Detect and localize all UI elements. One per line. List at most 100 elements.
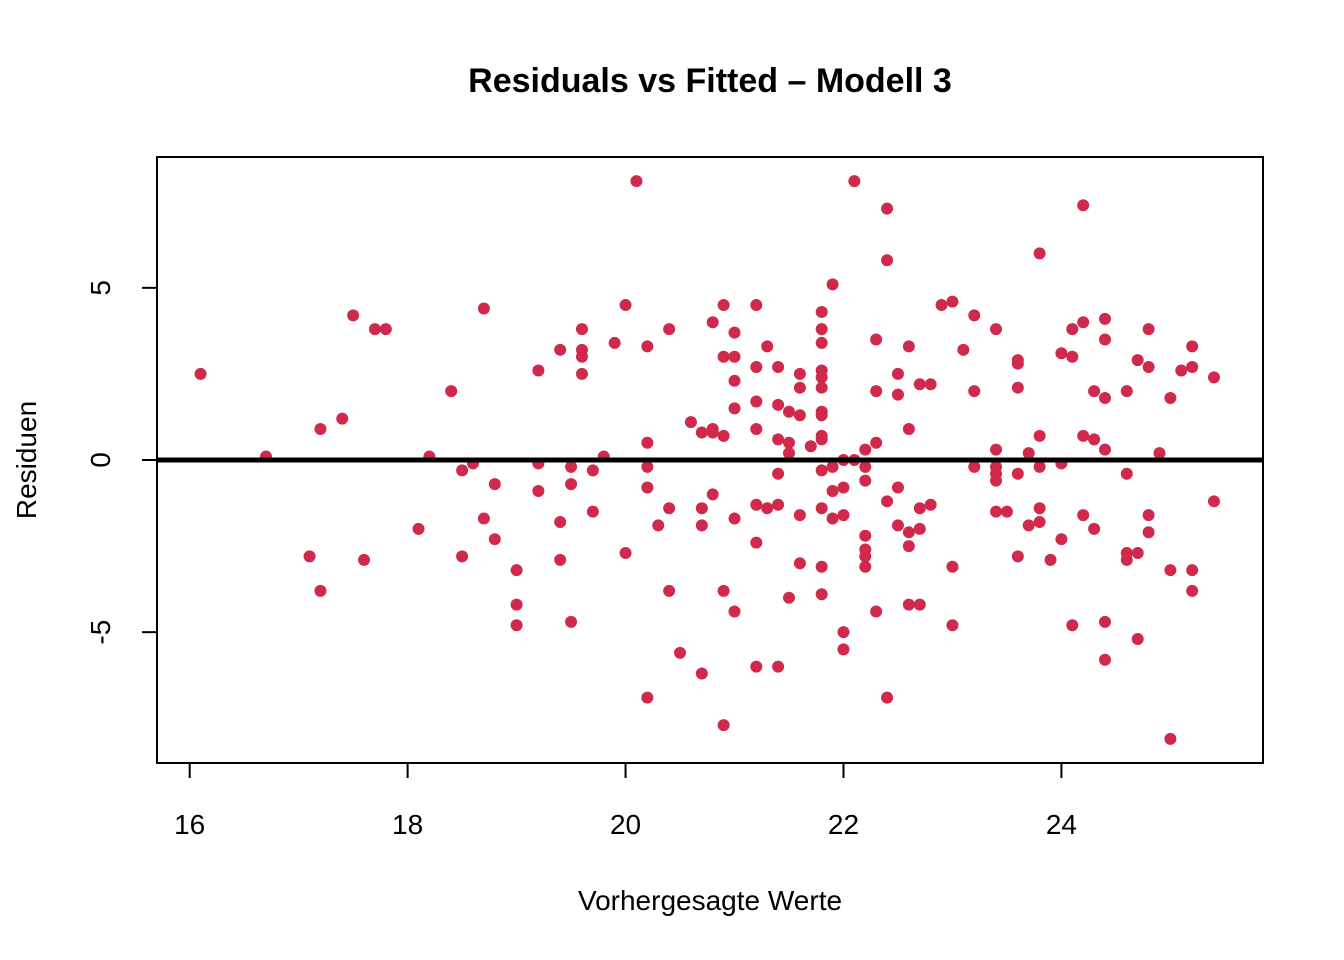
- data-point: [695, 426, 708, 439]
- data-point: [379, 323, 392, 336]
- data-point: [750, 299, 763, 312]
- data-point: [1142, 361, 1155, 374]
- data-point: [881, 691, 894, 704]
- data-point: [368, 323, 381, 336]
- data-point: [750, 536, 763, 549]
- data-point: [477, 302, 490, 315]
- y-tick-label: -5: [85, 620, 116, 645]
- data-point: [870, 333, 883, 346]
- data-point: [891, 388, 904, 401]
- data-point: [881, 202, 894, 215]
- data-point: [946, 295, 959, 308]
- data-point: [761, 340, 774, 353]
- data-point: [1066, 350, 1079, 363]
- data-point: [641, 436, 654, 449]
- data-point: [783, 447, 795, 460]
- data-point: [706, 426, 719, 439]
- data-point: [783, 436, 795, 449]
- data-point: [695, 502, 708, 515]
- data-point: [793, 381, 806, 394]
- data-point: [772, 361, 785, 374]
- data-point: [717, 584, 730, 597]
- data-point: [1066, 323, 1079, 336]
- data-point: [761, 502, 774, 515]
- data-point: [1131, 633, 1144, 646]
- data-point: [902, 598, 915, 611]
- data-point: [456, 550, 469, 563]
- data-point: [946, 560, 959, 573]
- data-point: [750, 361, 763, 374]
- data-point: [783, 591, 795, 604]
- data-point: [1011, 550, 1024, 563]
- data-point: [750, 660, 763, 673]
- data-point: [706, 488, 719, 501]
- data-point: [314, 423, 327, 436]
- data-point: [1175, 364, 1188, 377]
- data-point: [913, 522, 926, 535]
- data-point: [663, 584, 676, 597]
- data-point: [1011, 357, 1024, 370]
- data-point: [913, 378, 926, 391]
- data-point: [968, 385, 981, 398]
- data-point: [728, 326, 741, 339]
- data-point: [902, 540, 915, 553]
- data-point: [1142, 323, 1155, 336]
- chart-title: Residuals vs Fitted – Modell 3: [468, 62, 952, 100]
- data-point: [412, 522, 425, 535]
- data-point: [968, 309, 981, 322]
- data-point: [924, 378, 937, 391]
- x-tick-label: 24: [1046, 809, 1077, 840]
- data-point: [1000, 505, 1013, 518]
- data-point: [641, 691, 654, 704]
- data-point: [477, 512, 490, 525]
- data-point: [728, 402, 741, 415]
- data-point: [1131, 354, 1144, 367]
- data-point: [957, 343, 970, 356]
- data-point: [663, 502, 676, 515]
- data-point: [1033, 429, 1046, 442]
- data-point: [1120, 385, 1133, 398]
- data-point: [488, 478, 501, 491]
- data-point: [1099, 443, 1111, 456]
- data-point: [902, 423, 915, 436]
- data-point: [641, 460, 654, 473]
- data-point: [565, 460, 578, 473]
- data-point: [750, 423, 763, 436]
- y-axis-label: Residuen: [11, 401, 42, 519]
- data-point: [1077, 316, 1090, 329]
- data-point: [815, 336, 828, 349]
- data-point: [1164, 564, 1177, 577]
- data-point: [684, 416, 697, 429]
- data-point: [619, 546, 632, 559]
- data-point: [532, 364, 545, 377]
- data-point: [750, 498, 763, 511]
- data-point: [1066, 619, 1079, 632]
- data-point: [815, 409, 828, 422]
- data-point: [772, 467, 785, 480]
- data-point: [859, 460, 872, 473]
- data-point: [837, 481, 850, 494]
- data-point: [641, 481, 654, 494]
- data-point: [1099, 392, 1111, 405]
- data-point: [717, 719, 730, 732]
- data-point: [1120, 467, 1133, 480]
- data-point: [859, 474, 872, 487]
- data-point: [554, 343, 567, 356]
- data-point: [728, 605, 741, 618]
- data-point: [793, 409, 806, 422]
- data-point: [1033, 515, 1046, 528]
- data-point: [1099, 615, 1111, 628]
- data-point: [1186, 564, 1199, 577]
- data-point: [826, 278, 839, 291]
- data-point: [1099, 333, 1111, 346]
- data-point: [1164, 732, 1177, 745]
- data-point: [935, 299, 948, 312]
- data-point: [870, 385, 883, 398]
- x-tick-label: 18: [392, 809, 423, 840]
- data-point: [1088, 522, 1101, 535]
- data-point: [510, 619, 523, 632]
- data-point: [870, 605, 883, 618]
- data-point: [815, 560, 828, 573]
- data-point: [1164, 392, 1177, 405]
- data-point: [652, 519, 665, 532]
